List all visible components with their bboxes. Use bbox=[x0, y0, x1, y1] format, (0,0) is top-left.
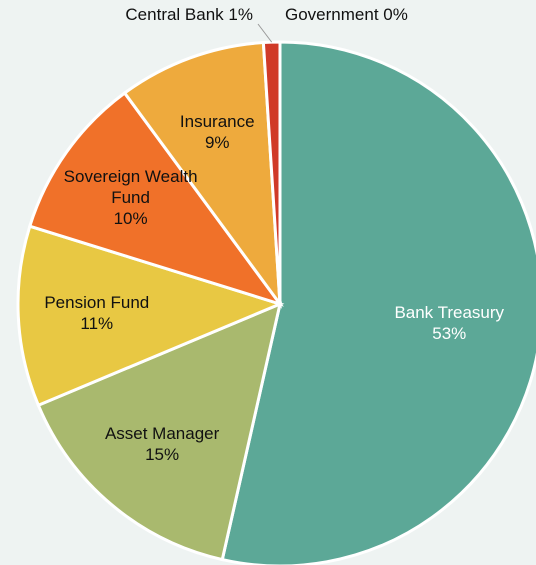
slice-value: 10% bbox=[113, 209, 148, 229]
slice-label: Insurance 9% bbox=[142, 111, 292, 153]
slice-label: Sovereign Wealth Fund 10% bbox=[56, 166, 206, 229]
slice-label: Central Bank 1% bbox=[125, 4, 253, 25]
slice-value: 9% bbox=[204, 132, 230, 152]
slice-name: Asset Manager bbox=[104, 424, 220, 444]
pie-slice bbox=[122, 40, 282, 310]
pie-slice bbox=[27, 90, 284, 307]
slice-value: 15% bbox=[145, 445, 180, 465]
slice-label: Bank Treasury 53% bbox=[374, 302, 524, 344]
slice-name: Pension Fund bbox=[44, 292, 150, 312]
slice-name: Sovereign Wealth Fund bbox=[63, 167, 198, 208]
slice-name: Government bbox=[285, 5, 379, 24]
slice-name: Central Bank bbox=[125, 5, 224, 24]
slice-value: 1% bbox=[228, 5, 253, 24]
leader-line bbox=[257, 23, 273, 43]
pie-slice bbox=[16, 224, 285, 408]
slice-label: Government 0% bbox=[285, 4, 408, 25]
slice-name: Bank Treasury bbox=[394, 302, 505, 322]
slice-label: Pension Fund 11% bbox=[22, 292, 172, 334]
slice-name: Insurance bbox=[179, 111, 255, 131]
slice-value: 0% bbox=[383, 5, 408, 24]
pie-slice bbox=[220, 40, 536, 565]
slice-value: 53% bbox=[432, 323, 467, 343]
slice-value: 11% bbox=[80, 313, 114, 333]
slice-label: Asset Manager 15% bbox=[87, 423, 237, 465]
pie-slice bbox=[36, 301, 283, 562]
